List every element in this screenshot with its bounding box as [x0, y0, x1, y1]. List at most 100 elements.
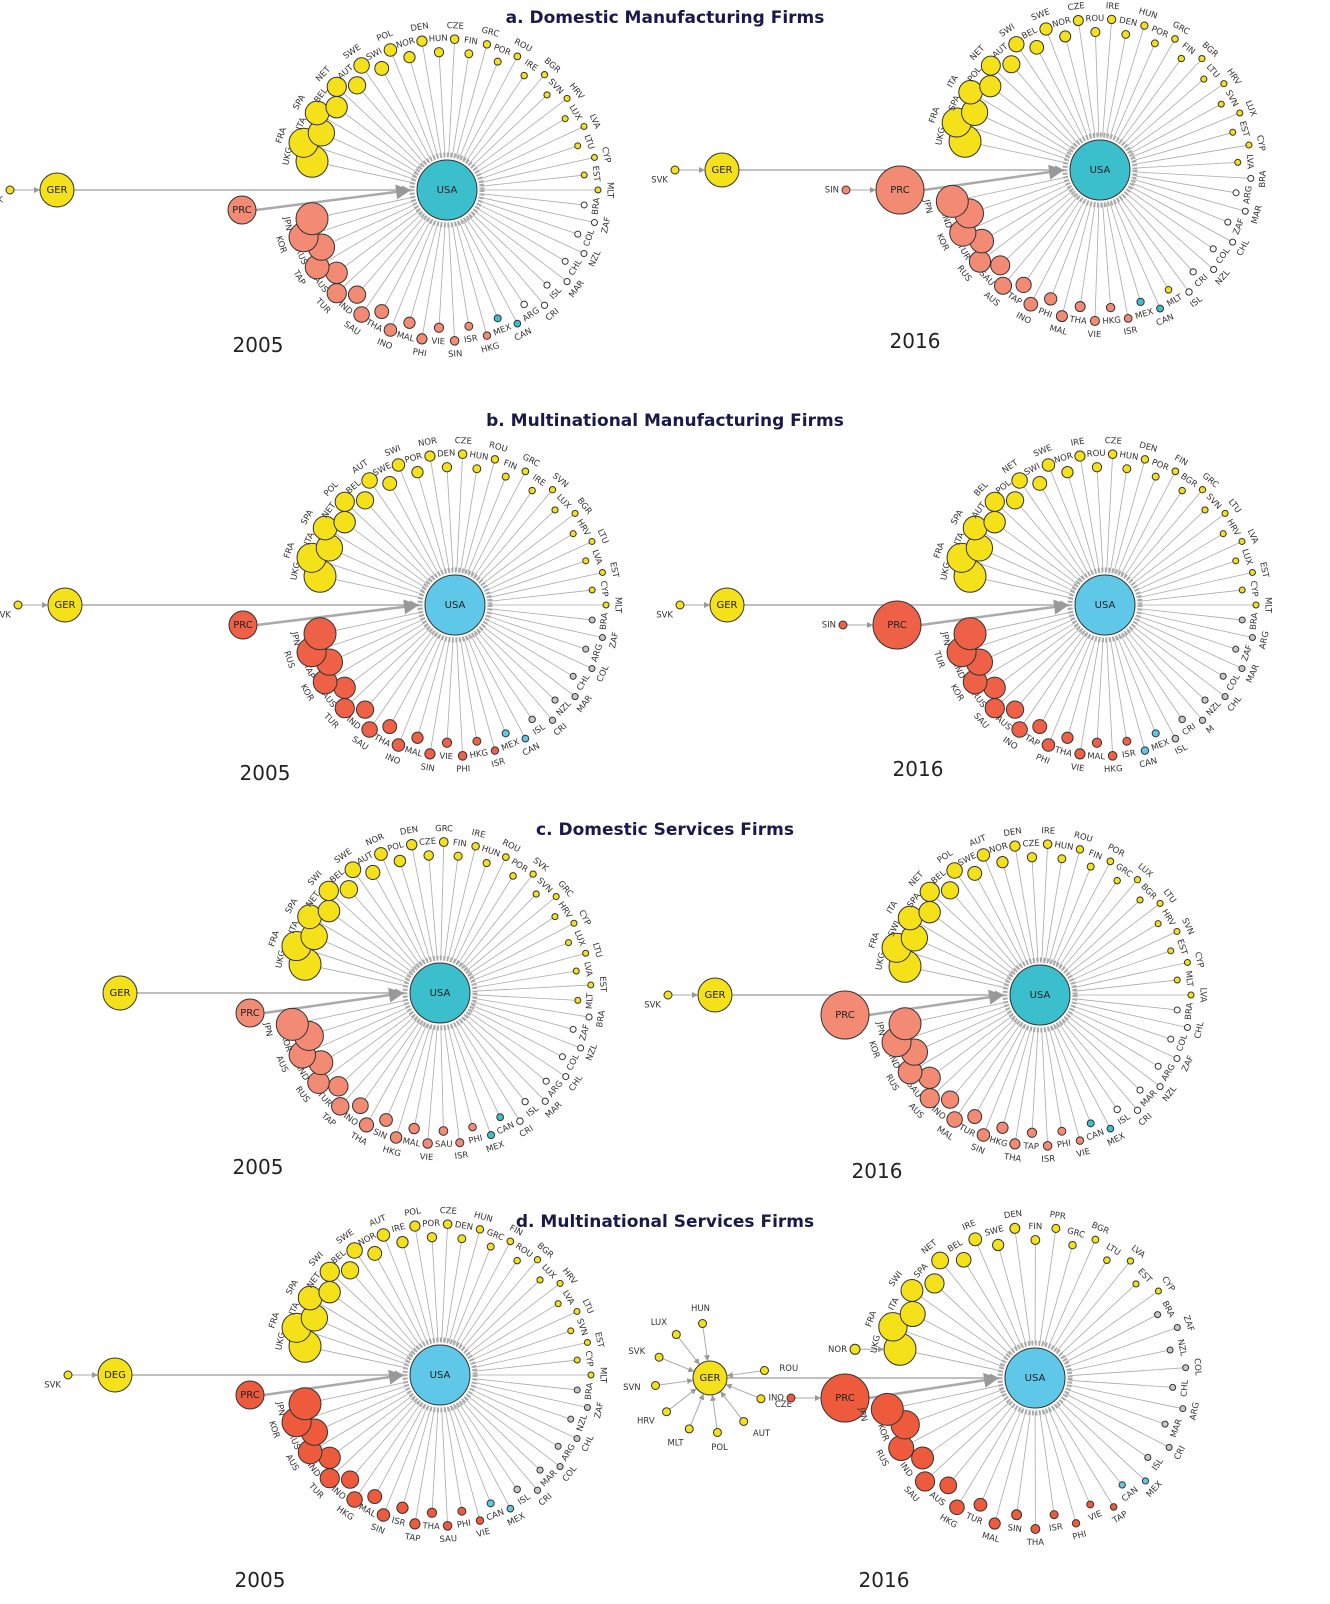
- country-label: NOR: [1053, 451, 1074, 466]
- country-label: POR: [1150, 24, 1170, 40]
- country-label: VIE: [1075, 1147, 1091, 1160]
- country-label: AUT: [968, 833, 988, 849]
- country-node: [552, 892, 560, 901]
- country-node: [572, 967, 580, 975]
- country-node: [556, 1279, 564, 1287]
- country-label: KOR: [948, 683, 966, 703]
- spoke: [473, 1342, 588, 1369]
- spoke: [479, 628, 556, 701]
- country-label: VIE: [431, 337, 445, 348]
- spoke: [1066, 1388, 1166, 1425]
- country-label: ISR: [463, 334, 478, 346]
- spoke: [481, 625, 576, 697]
- spoke: [1058, 880, 1118, 968]
- country-node: [561, 115, 569, 123]
- spoke: [1064, 899, 1141, 972]
- country-label: INO: [375, 337, 393, 352]
- country-node: [411, 731, 424, 744]
- spoke: [479, 509, 556, 582]
- spoke: [458, 1260, 518, 1348]
- country-node: [988, 1517, 1001, 1530]
- country-label: SWE: [1032, 443, 1054, 459]
- spoke: [381, 68, 432, 161]
- spoke: [1056, 1260, 1131, 1352]
- country-node: [980, 55, 1001, 76]
- country-node: [1061, 466, 1074, 479]
- hub-node: [1009, 964, 1071, 1026]
- country-node: [1026, 852, 1038, 863]
- spoke: [473, 994, 578, 1001]
- country-label: CYP: [1192, 951, 1205, 969]
- spoke: [319, 611, 422, 635]
- spoke: [467, 476, 507, 574]
- link: [920, 599, 1070, 627]
- country-label: IRE: [961, 1218, 978, 1233]
- spoke: [1131, 513, 1226, 585]
- country-node: [588, 616, 596, 624]
- country-node: [403, 316, 416, 329]
- country-label: FIN: [463, 35, 478, 47]
- year-label: 2016: [890, 329, 941, 353]
- country-node: [1169, 1383, 1177, 1391]
- spoke: [329, 1271, 416, 1353]
- spoke: [1019, 480, 1087, 578]
- spoke: [974, 527, 1076, 589]
- spoke: [1113, 43, 1156, 139]
- country-label: ITA: [287, 919, 301, 935]
- country-label: LUX: [567, 103, 584, 122]
- country-label: GRC: [480, 25, 500, 39]
- source-label: ROU: [779, 1364, 798, 1374]
- country-label: IRE: [471, 828, 487, 841]
- country-label: HUN: [428, 34, 448, 45]
- country-node: [455, 1138, 465, 1148]
- spoke: [968, 180, 1068, 214]
- country-node: [1156, 899, 1164, 907]
- spoke: [1138, 611, 1253, 638]
- country-label: BRA: [1184, 1002, 1196, 1020]
- hub-ring: [402, 955, 478, 1031]
- link: [263, 1369, 405, 1397]
- hub-label: USA: [1090, 165, 1111, 176]
- country-label: LVA: [587, 113, 602, 131]
- spoke: [1030, 200, 1085, 305]
- country-label: HRV: [574, 518, 592, 538]
- country-node: [558, 1053, 566, 1061]
- country-node: [490, 455, 500, 464]
- spoke: [1062, 1397, 1149, 1458]
- country-node: [529, 870, 537, 878]
- country-node: [946, 862, 963, 879]
- country-node: [935, 184, 969, 218]
- link: [720, 1391, 745, 1422]
- spoke: [381, 219, 432, 312]
- spoke: [471, 1005, 581, 1049]
- spoke: [470, 471, 526, 576]
- spoke: [1120, 634, 1176, 739]
- source-node: [684, 1424, 694, 1434]
- source-label: SVK: [656, 611, 673, 621]
- spoke: [459, 61, 499, 159]
- country-node: [426, 1232, 438, 1243]
- spoke: [899, 1348, 1002, 1372]
- country-node: [312, 515, 338, 541]
- country-node: [501, 472, 510, 481]
- country-node: [919, 881, 940, 902]
- country-node: [328, 1076, 349, 1097]
- spoke: [349, 1400, 419, 1480]
- country-label: IRE: [530, 473, 547, 489]
- country-label: CAN: [1085, 1127, 1106, 1143]
- hub-node: [409, 962, 471, 1024]
- country-node: [1229, 238, 1237, 246]
- spoke: [470, 1311, 578, 1362]
- spoke: [1014, 1028, 1035, 1144]
- country-node: [1238, 537, 1246, 545]
- country-label: ARG: [1160, 1062, 1178, 1083]
- spoke: [1068, 1349, 1171, 1372]
- spoke: [1044, 1028, 1063, 1132]
- country-node: [967, 865, 983, 881]
- country-node: [1154, 1311, 1162, 1319]
- country-node: [1042, 1141, 1053, 1151]
- country-node: [433, 47, 445, 58]
- source-node: [739, 1416, 749, 1426]
- spoke: [473, 1378, 578, 1391]
- spoke: [431, 1408, 439, 1513]
